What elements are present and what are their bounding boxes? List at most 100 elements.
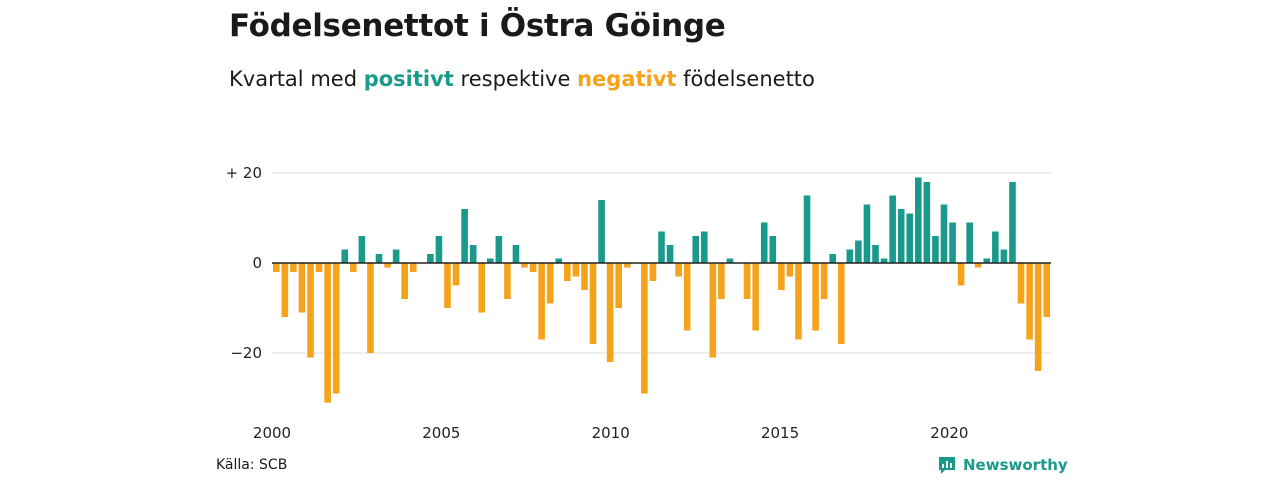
bar-2017-Q4	[880, 258, 888, 263]
bar-2006-Q4	[504, 263, 511, 299]
bar-2012-Q4	[709, 263, 717, 358]
bar-2008-Q1	[546, 263, 554, 304]
y-tick-label: + 20	[226, 164, 262, 182]
bar-2002-Q4	[367, 263, 374, 353]
subtitle-positive-word: positivt	[363, 67, 454, 91]
bar-2007-Q4	[538, 263, 545, 340]
bar-2012-Q3	[701, 231, 708, 263]
bar-2008-Q2	[555, 258, 563, 263]
bar-2018-Q4	[915, 177, 922, 263]
bar-2008-Q3	[564, 263, 571, 281]
bar-2000-Q4	[298, 263, 306, 313]
bars-layer	[272, 177, 1051, 403]
bar-2009-Q3	[598, 200, 605, 263]
bar-2003-Q4	[401, 263, 408, 299]
bar-2013-Q4	[743, 263, 751, 299]
bar-2014-Q3	[769, 236, 777, 263]
bar-2002-Q2	[350, 263, 357, 272]
bar-2005-Q4	[469, 245, 477, 263]
subtitle-middle: respektive	[460, 67, 571, 91]
bar-2013-Q1	[718, 263, 725, 299]
source-note: Källa: SCB	[216, 457, 288, 473]
bar-2017-Q3	[872, 245, 879, 263]
bar-2021-Q1	[992, 231, 999, 263]
bar-2019-Q4	[949, 222, 956, 263]
chart-subtitle: Kvartal med positivt respektive negativt…	[229, 67, 815, 91]
bar-2015-Q2	[795, 263, 802, 340]
bar-2020-Q4	[983, 258, 991, 263]
bar-2009-Q2	[589, 263, 597, 344]
bar-2019-Q1	[923, 182, 931, 263]
bar-2017-Q2	[863, 204, 871, 263]
grid-layer	[272, 172, 1051, 354]
bar-2005-Q3	[461, 209, 468, 263]
bar-2012-Q2	[692, 236, 700, 263]
y-tick-label: 0	[252, 254, 262, 272]
bar-2001-Q1	[307, 263, 314, 358]
bar-2021-Q2	[1000, 249, 1008, 263]
bar-2019-Q3	[940, 204, 948, 263]
bar-2022-Q2	[1034, 263, 1042, 371]
bar-2020-Q3	[974, 263, 982, 268]
bar-2004-Q1	[409, 263, 417, 272]
bar-2006-Q2	[486, 258, 494, 263]
x-tick-label: 2010	[592, 424, 630, 442]
bar-2018-Q2	[897, 209, 905, 263]
bar-2001-Q2	[315, 263, 323, 272]
bar-2020-Q2	[966, 222, 973, 263]
bar-2018-Q3	[906, 213, 914, 263]
bar-2000-Q3	[290, 263, 297, 272]
bar-2012-Q1	[683, 263, 691, 331]
chart-title: Födelsenettot i Östra Göinge	[229, 8, 726, 44]
bar-2016-Q2	[829, 254, 837, 263]
bar-2008-Q4	[572, 263, 580, 277]
bar-2014-Q4	[778, 263, 785, 290]
subtitle-negative-word: negativt	[577, 67, 677, 91]
x-tick-label: 2000	[253, 424, 291, 442]
bar-2014-Q2	[760, 222, 768, 263]
bar-2016-Q4	[846, 249, 854, 263]
bar-2003-Q1	[375, 254, 383, 263]
bar-2007-Q1	[512, 245, 520, 263]
bar-2010-Q1	[615, 263, 622, 308]
brand-logo: Newsworthy	[937, 455, 1068, 475]
bar-2016-Q3	[837, 263, 845, 344]
bar-2022-Q1	[1026, 263, 1033, 340]
x-tick-label: 2005	[422, 424, 460, 442]
bar-2016-Q1	[820, 263, 828, 299]
bar-2015-Q1	[786, 263, 794, 277]
bar-2003-Q3	[392, 249, 400, 263]
y-tick-label: −20	[230, 344, 262, 362]
bar-2007-Q2	[521, 263, 528, 268]
x-tick-label: 2015	[761, 424, 799, 442]
bar-2022-Q3	[1043, 263, 1051, 317]
bar-2014-Q1	[752, 263, 759, 331]
bar-2018-Q1	[889, 195, 896, 263]
bar-2011-Q4	[675, 263, 682, 277]
bar-2019-Q2	[932, 236, 939, 263]
bar-2011-Q2	[658, 231, 665, 263]
bar-2004-Q3	[427, 254, 434, 263]
bar-2003-Q2	[384, 263, 391, 268]
bar-2005-Q2	[452, 263, 460, 286]
bar-2007-Q3	[529, 263, 537, 272]
axis-layer: + 20 0 −20 2000 2005 2010 2015 2020	[226, 164, 1051, 442]
bar-2009-Q4	[606, 263, 614, 362]
bar-2020-Q1	[957, 263, 965, 286]
bar-2001-Q3	[324, 263, 331, 403]
bar-2015-Q4	[812, 263, 819, 331]
bar-2011-Q1	[649, 263, 657, 281]
bar-2006-Q1	[478, 263, 486, 313]
bar-2004-Q4	[435, 236, 443, 263]
bar-2002-Q1	[341, 249, 349, 263]
brand-name: Newsworthy	[963, 456, 1068, 474]
x-tick-label: 2020	[930, 424, 968, 442]
bar-2006-Q3	[495, 236, 503, 263]
bar-2021-Q4	[1017, 263, 1025, 304]
bar-2021-Q3	[1009, 182, 1016, 263]
bar-2001-Q4	[332, 263, 340, 394]
newsworthy-logo-icon	[939, 457, 955, 474]
bar-2000-Q2	[281, 263, 289, 317]
subtitle-suffix: födelsenetto	[683, 67, 815, 91]
